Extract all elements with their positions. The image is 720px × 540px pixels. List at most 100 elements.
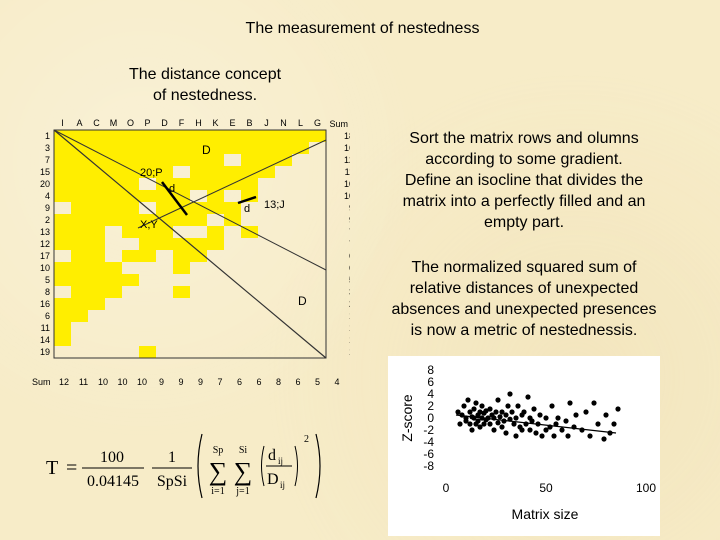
column-label: L — [298, 118, 303, 128]
row-label: 6 — [45, 311, 50, 321]
text-line: is now a metric of nestednessis. — [410, 322, 638, 339]
filled-cell — [88, 154, 105, 166]
column-sum: 10 — [117, 377, 127, 387]
filled-cell — [71, 166, 88, 178]
row-label: 2 — [45, 215, 50, 225]
column-label: J — [264, 118, 269, 128]
data-point — [533, 430, 539, 436]
row-label: 9 — [45, 203, 50, 213]
filled-cell — [54, 154, 71, 166]
filled-cell — [207, 226, 224, 238]
scatter-points — [455, 391, 621, 442]
data-point — [473, 400, 479, 406]
data-point — [507, 391, 513, 397]
data-point — [521, 409, 527, 415]
filled-cell — [88, 178, 105, 190]
row-label: 19 — [40, 347, 50, 357]
filled-cell — [173, 238, 190, 250]
data-point — [531, 406, 537, 412]
row-label: 3 — [45, 143, 50, 153]
data-point — [455, 409, 461, 415]
inner-right-paren — [294, 445, 298, 487]
label-d1: d — [169, 183, 175, 195]
column-sum: 6 — [256, 377, 261, 387]
formula-num1: 100 — [100, 449, 124, 466]
x-tick-label: 100 — [636, 481, 656, 495]
y-tick-label: 2 — [427, 399, 434, 413]
filled-cell — [122, 130, 139, 142]
filled-cell — [173, 262, 190, 274]
column-label: I — [61, 118, 64, 128]
formula-lhs: T — [46, 457, 58, 479]
filled-cell — [105, 166, 122, 178]
row-sum: 3 — [349, 287, 350, 297]
filled-cell — [88, 298, 105, 310]
row-label: 4 — [45, 191, 50, 201]
filled-cell — [71, 238, 88, 250]
row-sum: 7 — [349, 239, 350, 249]
data-point — [467, 409, 473, 415]
filled-cell — [139, 166, 156, 178]
filled-cell — [190, 166, 207, 178]
data-point — [495, 397, 501, 403]
filled-cell — [71, 250, 88, 262]
distance-segment-d2 — [237, 195, 257, 205]
data-point — [461, 403, 467, 409]
column-sum-label: Sum — [32, 377, 51, 387]
row-sum: 1 — [349, 323, 350, 333]
filled-cell — [207, 154, 224, 166]
filled-cell — [88, 226, 105, 238]
data-point — [513, 415, 519, 421]
filled-cell — [54, 142, 71, 154]
data-point — [487, 421, 493, 427]
filled-cell — [88, 250, 105, 262]
filled-cell — [139, 154, 156, 166]
data-point — [595, 421, 601, 427]
data-point — [513, 433, 519, 439]
filled-cell — [241, 142, 258, 154]
filled-cell — [224, 142, 241, 154]
row-label: 11 — [41, 323, 50, 333]
plot-background — [388, 356, 660, 536]
filled-cell — [54, 310, 71, 322]
data-point — [539, 433, 545, 439]
label-d2: d — [244, 203, 250, 215]
data-point — [469, 427, 475, 433]
column-sum: 12 — [59, 377, 69, 387]
data-point — [505, 403, 511, 409]
column-label: H — [195, 118, 202, 128]
filled-cell — [241, 166, 258, 178]
filled-cell — [173, 130, 190, 142]
isocline-curve-upper — [53, 129, 327, 271]
filled-cell — [207, 166, 224, 178]
filled-cell — [139, 250, 156, 262]
reference-line — [137, 139, 327, 229]
matrix-caption-line1: The distance concept — [128, 66, 282, 83]
filled-cell — [122, 178, 139, 190]
filled-cell — [139, 130, 156, 142]
row-sum: 5 — [349, 275, 350, 285]
data-point — [555, 415, 561, 421]
x-tick-labels: 0 50 100 — [443, 481, 657, 495]
filled-cell — [71, 154, 88, 166]
row-sum: 10 — [344, 179, 350, 189]
column-label: P — [144, 118, 150, 128]
filled-cell — [71, 274, 88, 286]
data-point — [567, 400, 573, 406]
column-sum: 10 — [98, 377, 108, 387]
column-sum: 5 — [315, 377, 320, 387]
filled-cell — [292, 142, 309, 154]
nestedness-formula: T = 100 0.04145 1 SpSi Sp ∑ i=1 Si ∑ j=1… — [46, 433, 321, 499]
sum1-symbol: ∑ — [209, 457, 228, 486]
filled-cell — [258, 166, 275, 178]
data-point — [527, 427, 533, 433]
filled-cell — [258, 142, 275, 154]
trend-line — [455, 414, 617, 434]
filled-cell — [241, 130, 258, 142]
filled-cell — [71, 142, 88, 154]
column-sum: 9 — [178, 377, 183, 387]
data-point — [477, 409, 483, 415]
filled-cell — [54, 166, 71, 178]
row-sum: 1 — [349, 347, 350, 357]
data-point — [591, 400, 597, 406]
